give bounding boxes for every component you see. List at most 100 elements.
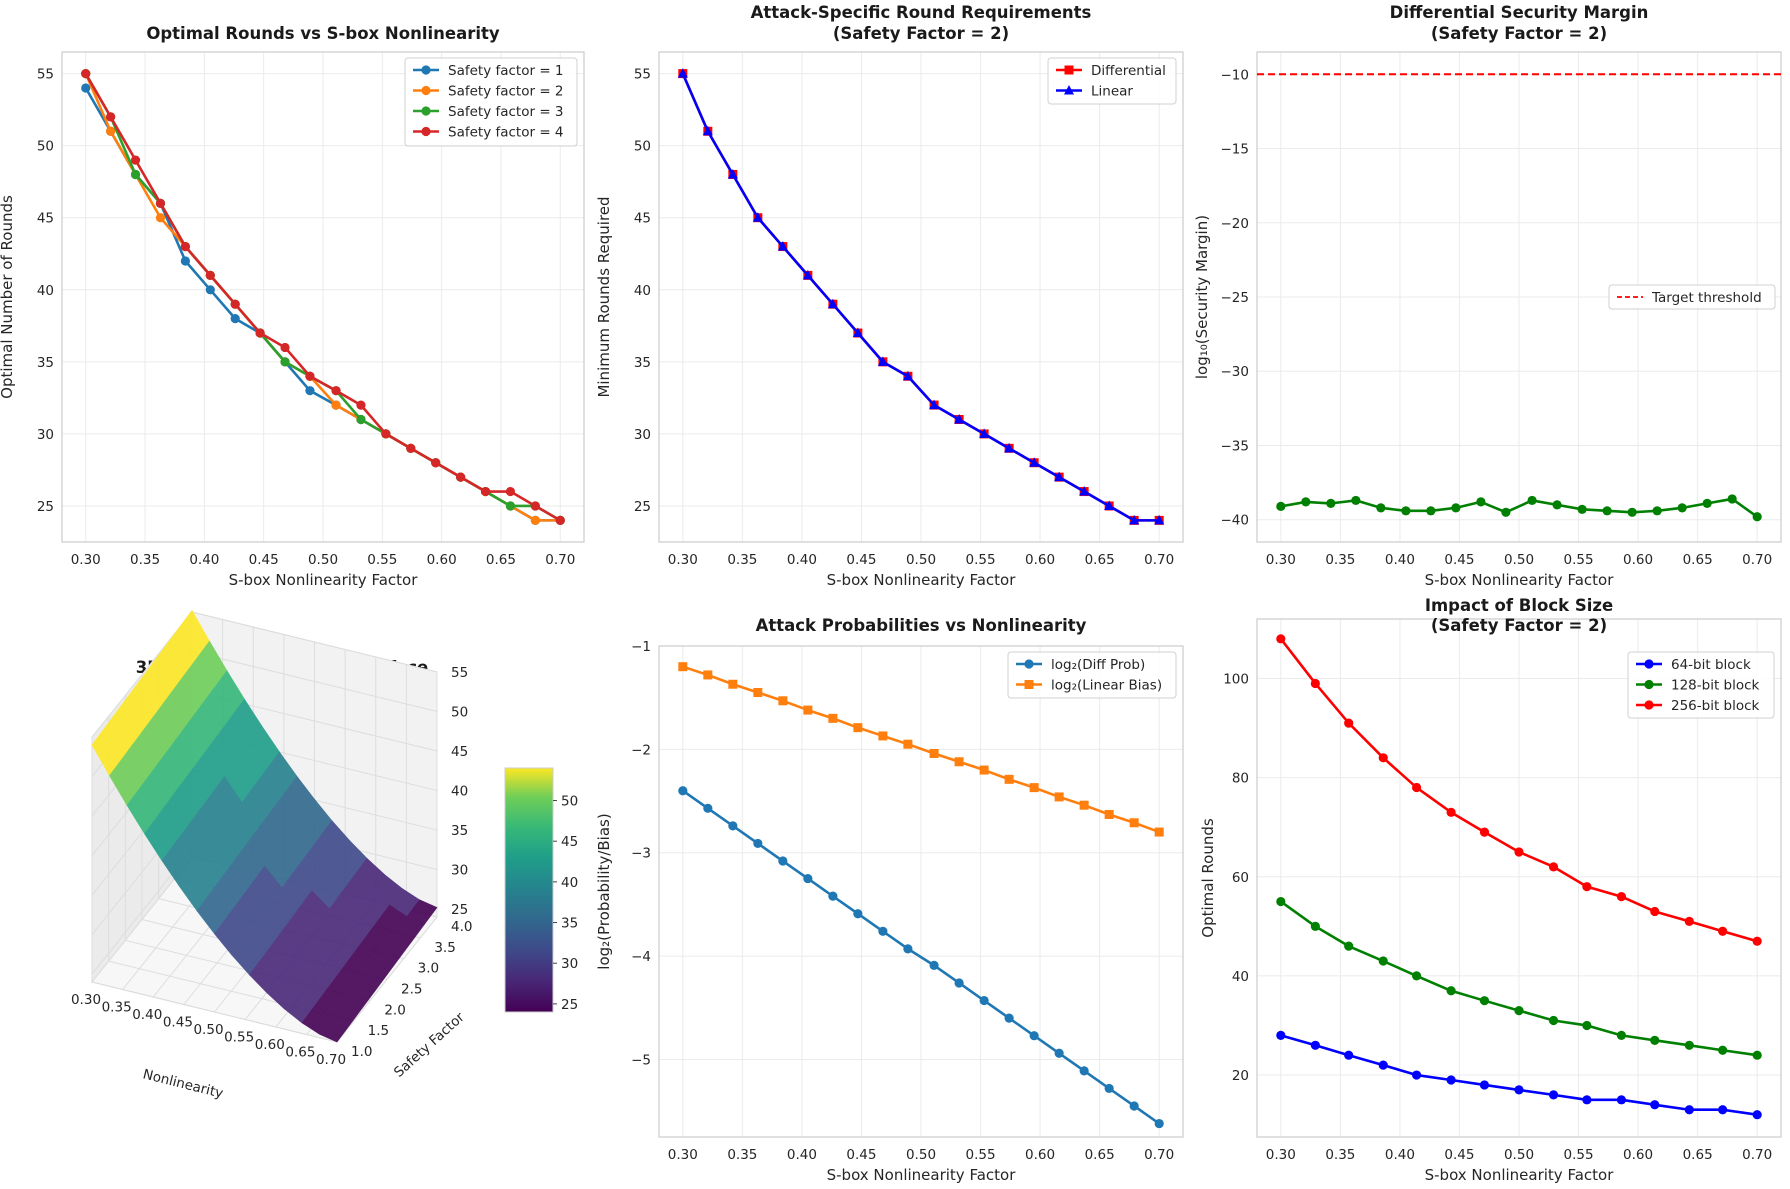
- data-point: [530, 515, 540, 525]
- data-point: [1479, 996, 1490, 1006]
- x-tick-label: 0.55: [966, 1147, 996, 1163]
- legend-label: Linear: [1091, 84, 1133, 100]
- x-tick-label: 0.70: [1144, 1147, 1174, 1163]
- data-point: [979, 428, 990, 438]
- x-tick-label: 0.35: [727, 1147, 757, 1163]
- data-point: [703, 670, 713, 680]
- grid-line: [191, 651, 438, 713]
- z-tick-label: 40: [451, 784, 468, 800]
- legend-label: Safety factor = 1: [448, 63, 564, 79]
- data-point: [852, 327, 863, 338]
- data-point: [1129, 818, 1139, 828]
- series-safety-factor-4: [81, 69, 565, 525]
- data-point: [1301, 497, 1311, 507]
- x-tick-label: 0.65: [486, 552, 516, 568]
- x-tick-label: 0.45: [1444, 1147, 1474, 1163]
- y-tick-label: −35: [1221, 438, 1250, 454]
- data-point: [381, 429, 391, 439]
- series-line: [681, 73, 1160, 522]
- y-tick-label: 2.0: [384, 1002, 405, 1018]
- legend-label: log₂(Diff Prob): [1051, 657, 1145, 673]
- y-axis-label: log₂(Probability/Bias): [595, 813, 613, 969]
- x-tick-label: 0.30: [668, 1147, 698, 1163]
- legend-box: [1627, 651, 1775, 719]
- x-tick-label: 0.45: [1444, 552, 1474, 568]
- plot-frame: [658, 51, 1184, 543]
- legend-marker: [1024, 680, 1034, 689]
- x-tick-label: 0.50: [906, 552, 936, 568]
- y-tick-label: 80: [1232, 771, 1249, 787]
- data-point: [1616, 1095, 1627, 1105]
- chart-panel-5: 0.30 0.35 0.40 0.45 0.50 0.55 0.60 0.65 0.70 −1 −2…: [595, 616, 1184, 1184]
- x-tick-label: 0.30: [1266, 1147, 1296, 1163]
- data-point: [1627, 507, 1637, 517]
- data-point: [1411, 782, 1422, 793]
- data-point: [1310, 921, 1320, 931]
- data-point: [1527, 495, 1537, 506]
- x-tick-label: 0.50: [1504, 1147, 1534, 1163]
- y-tick-label: 55: [37, 67, 54, 83]
- z-tick-label: 35: [451, 823, 468, 839]
- y-tick-label: −25: [1221, 290, 1250, 306]
- data-point: [929, 399, 940, 410]
- chart-panel-1: 0.30 0.35 0.40 0.45 0.50 0.55 0.60 0.65 0.70 25 30…: [0, 24, 585, 589]
- legend-marker: [421, 65, 431, 75]
- data-point: [1104, 809, 1114, 819]
- y-tick-label: 45: [37, 211, 54, 227]
- data-point: [1029, 783, 1039, 793]
- series-256-bit-block: [1276, 634, 1762, 946]
- colorbar: [504, 767, 554, 1013]
- y-tick-label: −1: [631, 639, 651, 655]
- x-tick-label: 0.55: [1564, 1147, 1594, 1163]
- x-tick-label: 0.60: [1025, 1147, 1055, 1163]
- data-point: [255, 328, 265, 338]
- x-tick-label: 0.45: [846, 552, 876, 568]
- data-point: [1718, 926, 1728, 936]
- data-point: [979, 995, 989, 1006]
- data-point: [1650, 906, 1660, 917]
- data-point: [1577, 504, 1587, 514]
- y-tick-label: 40: [634, 283, 651, 299]
- x-axis-label: Nonlinearity: [141, 1066, 225, 1101]
- legend-box: [1007, 651, 1177, 699]
- data-point: [728, 821, 738, 831]
- data-point: [1344, 718, 1354, 728]
- data-point: [331, 386, 341, 396]
- data-point: [1310, 1040, 1320, 1050]
- data-point: [356, 400, 366, 410]
- data-point: [954, 414, 965, 424]
- chart-title: Attack Probabilities vs Nonlinearity: [756, 616, 1087, 635]
- data-point: [1029, 457, 1040, 467]
- x-tick-label: 0.50: [906, 1147, 936, 1163]
- data-point: [180, 256, 190, 266]
- x-axis-label: S-box Nonlinearity Factor: [1425, 571, 1615, 589]
- data-point: [1479, 827, 1490, 837]
- data-point: [753, 688, 763, 698]
- y-axis-label: Optimal Rounds: [1199, 818, 1217, 938]
- y-tick-label: −4: [631, 949, 651, 965]
- data-point: [180, 241, 190, 252]
- data-point: [1752, 512, 1762, 522]
- legend: Safety factor = 1 Safety factor = 2 Safety…: [404, 57, 578, 147]
- series-log-diff-prob: [678, 786, 1164, 1129]
- x-tick-label: 0.50: [308, 552, 338, 568]
- x-tick-label: 0.65: [1683, 1147, 1713, 1163]
- data-point: [828, 713, 838, 723]
- data-point: [1548, 1090, 1559, 1100]
- data-point: [505, 486, 516, 497]
- x-tick-label: 0.50: [1504, 552, 1534, 568]
- data-point: [902, 370, 913, 381]
- data-point: [828, 891, 838, 901]
- data-point: [1582, 1020, 1592, 1031]
- data-point: [1548, 1015, 1559, 1026]
- y-tick-label: 45: [634, 211, 651, 227]
- y-tick-label: 40: [37, 283, 54, 299]
- data-point: [1004, 774, 1014, 784]
- data-point: [1154, 827, 1164, 837]
- data-point: [1079, 1066, 1089, 1076]
- data-point: [1426, 506, 1436, 516]
- z-tick-label: 25: [451, 902, 468, 918]
- legend-label: log₂(Linear Bias): [1051, 678, 1162, 694]
- data-point: [106, 112, 116, 122]
- x-tick-label: 0.60: [427, 552, 457, 568]
